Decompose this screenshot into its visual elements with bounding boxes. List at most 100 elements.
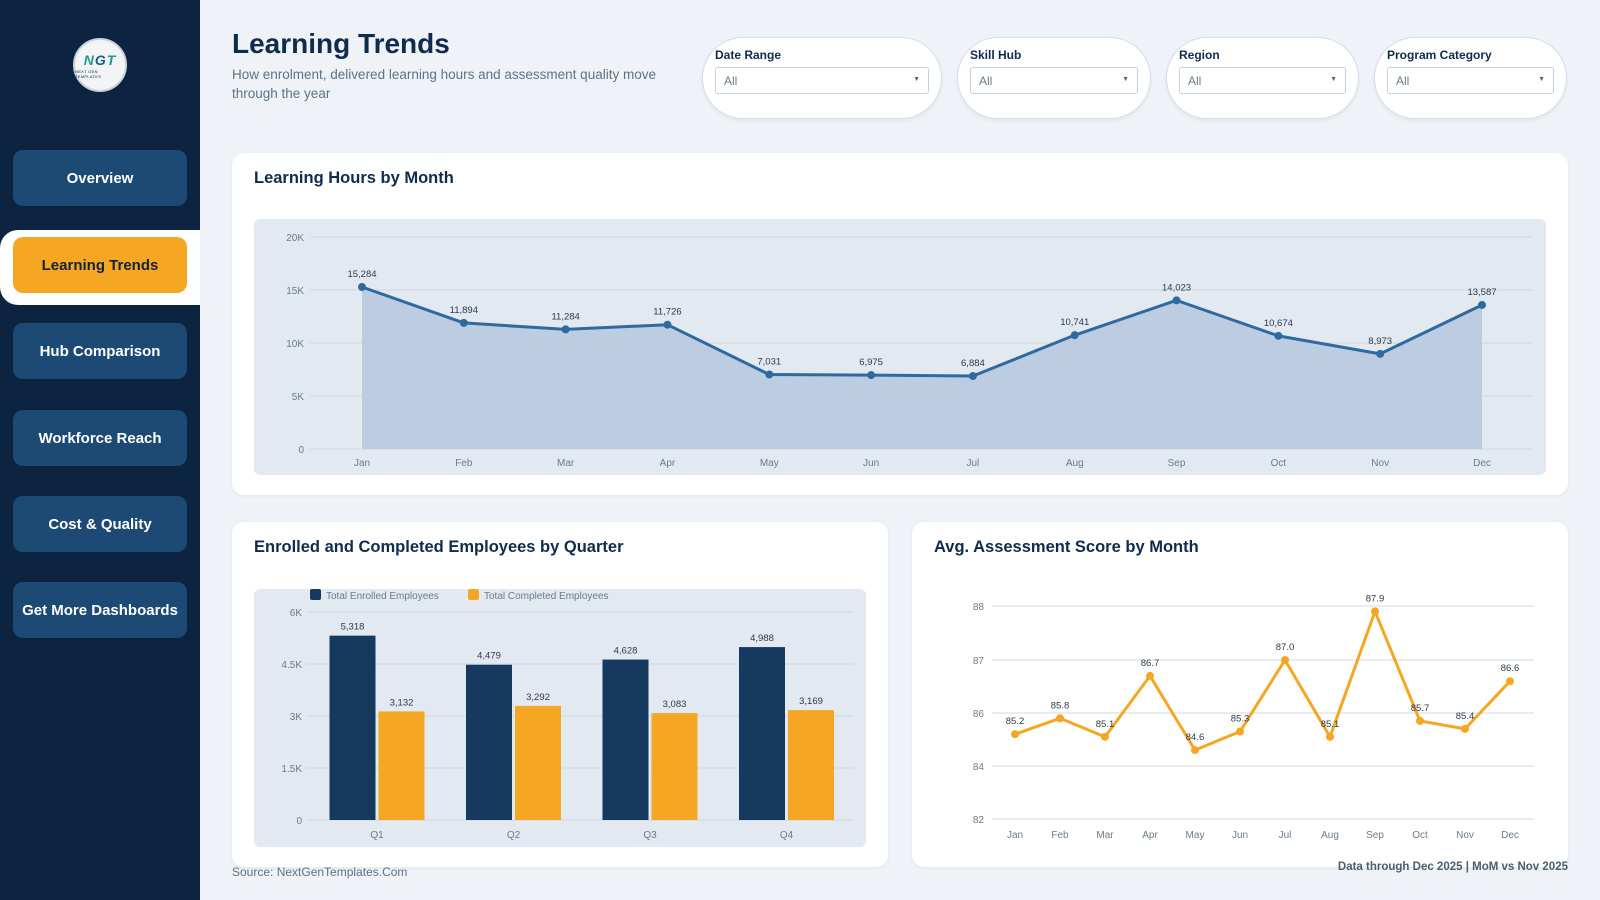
series-line — [1014, 609, 1512, 752]
data-point — [765, 370, 774, 379]
filter-label: Date Range — [715, 48, 782, 62]
caret-down-icon: ▼ — [1330, 76, 1337, 83]
filter-label: Program Category — [1387, 48, 1492, 62]
data-label: 86.7 — [1141, 658, 1160, 669]
data-point — [1506, 677, 1514, 686]
data-label: 11,284 — [551, 311, 579, 322]
x-tick-label: Nov — [1371, 458, 1389, 469]
select-value: All — [1396, 74, 1410, 88]
learning-hours-chart: 20K 15K 10K 5K 0 15,284 Jan 11,894 Feb 11,284 Mar 1… — [286, 233, 1532, 469]
data-point — [358, 282, 366, 291]
x-tick-label: Q3 — [643, 830, 657, 841]
filter-label: Region — [1179, 48, 1220, 62]
y-tick-label: 86 — [973, 709, 985, 720]
data-point — [1070, 331, 1079, 340]
data-point — [1101, 732, 1109, 741]
filter-region: Region All ▼ — [1166, 37, 1359, 119]
data-point — [1191, 746, 1199, 755]
nav-cost-quality[interactable]: Cost & Quality — [13, 496, 187, 552]
x-tick-label: Dec — [1501, 830, 1519, 841]
skill-hub-select[interactable]: All ▼ — [970, 67, 1138, 94]
x-tick-label: Dec — [1473, 458, 1491, 469]
bar — [515, 705, 561, 820]
select-value: All — [979, 74, 993, 88]
data-label: 85.4 — [1456, 711, 1475, 722]
card-title: Avg. Assessment Score by Month — [934, 538, 1199, 556]
x-tick-label: Jun — [863, 458, 879, 469]
data-label: 85.1 — [1321, 719, 1340, 730]
data-label: 85.8 — [1051, 700, 1070, 711]
y-tick-label: 15K — [286, 286, 304, 297]
page-title: Learning Trends — [232, 28, 450, 59]
card-title: Enrolled and Completed Employees by Quar… — [254, 538, 624, 556]
data-point — [561, 325, 570, 334]
logo[interactable]: NGT NEXT GEN TEMPLATES — [73, 38, 127, 92]
quarter-chart: 6K 4.5K 3K 1.5K 0 Total Enrolled Employees Tot… — [281, 589, 854, 841]
y-tick-label: 10K — [286, 339, 304, 350]
x-tick-label: Aug — [1321, 830, 1339, 841]
caret-down-icon: ▼ — [1538, 76, 1545, 83]
data-point — [867, 371, 876, 380]
data-label: 3,292 — [526, 692, 550, 703]
nav-overview[interactable]: Overview — [13, 150, 187, 206]
data-label: 4,628 — [614, 646, 638, 657]
caret-down-icon: ▼ — [1122, 76, 1129, 83]
y-tick-label: 88 — [973, 602, 985, 613]
region-select[interactable]: All ▼ — [1179, 67, 1346, 94]
caret-down-icon: ▼ — [913, 76, 920, 83]
x-tick-label: Jan — [354, 458, 370, 469]
filter-date-range: Date Range All ▼ — [702, 37, 942, 119]
filter-program-category: Program Category All ▼ — [1374, 37, 1567, 119]
date-range-select[interactable]: All ▼ — [715, 67, 929, 94]
legend-swatch — [468, 589, 479, 600]
x-tick-label: Feb — [455, 458, 473, 469]
x-tick-label: Jul — [967, 458, 980, 469]
data-point — [1146, 671, 1154, 680]
data-label: 85.1 — [1096, 719, 1115, 730]
y-tick-label: 5K — [292, 392, 305, 403]
data-point — [1236, 727, 1244, 736]
x-tick-label: Q4 — [780, 830, 794, 841]
data-label: 11,894 — [450, 305, 478, 316]
data-label: 6,884 — [961, 358, 985, 369]
data-label: 87.0 — [1276, 642, 1295, 653]
nav-hub-comparison[interactable]: Hub Comparison — [13, 323, 187, 379]
x-tick-label: Nov — [1456, 830, 1474, 841]
y-tick-label: 20K — [286, 233, 304, 244]
x-tick-label: Q2 — [507, 830, 521, 841]
score-card: Avg. Assessment Score by Month 88 87 86 84 8… — [912, 522, 1568, 867]
series-line — [361, 285, 1483, 378]
y-tick-label: 1.5K — [281, 764, 302, 775]
area-fill — [362, 286, 1482, 449]
x-tick-label: Sep — [1168, 458, 1186, 469]
data-point — [1172, 296, 1181, 305]
x-tick-label: Mar — [557, 458, 575, 469]
x-tick-label: Apr — [660, 458, 676, 469]
program-category-select[interactable]: All ▼ — [1387, 67, 1554, 94]
data-point — [663, 320, 672, 329]
page-subtitle: How enrolment, delivered learning hours … — [232, 67, 656, 101]
logo-text: NGT — [83, 51, 117, 68]
data-label: 8,973 — [1368, 336, 1392, 347]
filter-skill-hub: Skill Hub All ▼ — [957, 37, 1151, 119]
nav-learning-trends[interactable]: Learning Trends — [13, 237, 187, 293]
data-label: 85.3 — [1231, 714, 1250, 725]
data-point — [1376, 349, 1385, 358]
x-tick-label: Apr — [1142, 830, 1158, 841]
bar — [378, 711, 425, 820]
nav-workforce-reach[interactable]: Workforce Reach — [13, 410, 187, 466]
nav-get-more-dashboards[interactable]: Get More Dashboards — [13, 582, 187, 638]
data-point — [1326, 732, 1334, 741]
x-tick-label: May — [760, 458, 779, 469]
data-label: 13,587 — [1467, 287, 1496, 298]
data-label: 3,132 — [390, 697, 414, 708]
data-label: 4,988 — [750, 633, 774, 644]
data-label: 10,674 — [1264, 318, 1293, 329]
bar — [739, 647, 785, 820]
data-label: 85.2 — [1006, 716, 1025, 727]
bar — [788, 710, 834, 820]
data-through-note: Data through Dec 2025 | MoM vs Nov 2025 — [1337, 861, 1568, 873]
x-tick-label: Feb — [1051, 830, 1069, 841]
logo-tagline: NEXT GEN TEMPLATES — [75, 68, 102, 79]
bar — [329, 635, 376, 820]
